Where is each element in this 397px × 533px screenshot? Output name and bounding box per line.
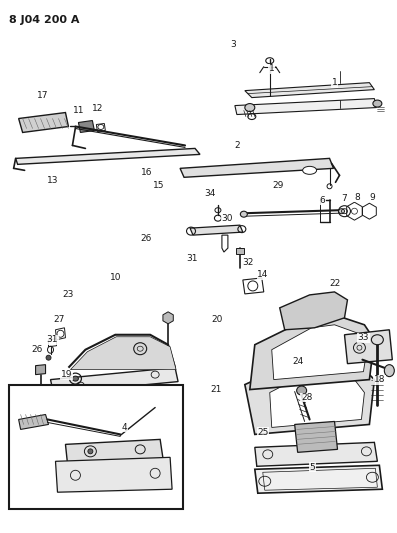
Polygon shape	[19, 112, 68, 133]
Bar	[9, 385, 183, 509]
Polygon shape	[19, 415, 48, 430]
Text: 31: 31	[186, 254, 198, 263]
Ellipse shape	[303, 166, 316, 174]
Text: 32: 32	[242, 257, 254, 266]
Ellipse shape	[72, 376, 79, 381]
Text: 1: 1	[269, 64, 275, 73]
Polygon shape	[70, 337, 176, 370]
Text: 4: 4	[121, 423, 127, 432]
Polygon shape	[180, 158, 333, 177]
Polygon shape	[245, 354, 374, 434]
Text: 16: 16	[141, 168, 153, 177]
Text: 27: 27	[54, 316, 65, 324]
Polygon shape	[66, 439, 163, 463]
Text: 7: 7	[341, 193, 347, 203]
Ellipse shape	[88, 449, 93, 454]
Text: 1: 1	[331, 78, 337, 87]
Text: 13: 13	[47, 176, 58, 185]
Text: 2: 2	[234, 141, 240, 150]
Text: 22: 22	[329, 279, 340, 288]
Polygon shape	[255, 465, 382, 493]
Text: 34: 34	[204, 189, 216, 198]
Polygon shape	[235, 99, 376, 115]
Polygon shape	[56, 457, 172, 492]
Text: 18: 18	[374, 375, 385, 384]
Text: 28: 28	[301, 393, 312, 402]
Text: 25: 25	[257, 428, 268, 437]
Polygon shape	[50, 368, 178, 393]
Ellipse shape	[240, 211, 247, 217]
Text: 6: 6	[320, 196, 326, 205]
Text: 9: 9	[370, 193, 375, 202]
Polygon shape	[250, 315, 374, 390]
Text: 11: 11	[73, 106, 84, 115]
Polygon shape	[272, 325, 367, 379]
Text: 26: 26	[141, 233, 152, 243]
Text: 3: 3	[230, 41, 236, 49]
Polygon shape	[270, 372, 364, 427]
Ellipse shape	[46, 355, 51, 360]
Text: 23: 23	[63, 290, 74, 300]
Polygon shape	[36, 365, 46, 375]
Polygon shape	[236, 248, 244, 254]
Text: 10: 10	[110, 273, 121, 282]
Polygon shape	[245, 83, 374, 98]
Polygon shape	[255, 442, 378, 466]
Ellipse shape	[297, 386, 306, 395]
Polygon shape	[163, 312, 173, 324]
Ellipse shape	[339, 209, 345, 214]
Ellipse shape	[373, 100, 382, 107]
Polygon shape	[190, 225, 243, 235]
Text: 19: 19	[61, 370, 72, 379]
Polygon shape	[295, 422, 337, 453]
Text: 29: 29	[272, 181, 283, 190]
Text: 31: 31	[47, 335, 58, 344]
Polygon shape	[280, 292, 347, 330]
Text: 33: 33	[358, 333, 369, 342]
Text: 24: 24	[292, 357, 303, 366]
Polygon shape	[15, 148, 200, 164]
Ellipse shape	[384, 365, 394, 377]
Polygon shape	[345, 330, 392, 364]
Text: 20: 20	[211, 316, 223, 324]
Ellipse shape	[371, 335, 384, 345]
Text: 8: 8	[355, 193, 360, 202]
Text: 21: 21	[210, 385, 222, 394]
Text: 14: 14	[257, 270, 268, 279]
Text: 30: 30	[221, 214, 233, 223]
Ellipse shape	[245, 103, 255, 111]
Text: 12: 12	[92, 104, 103, 113]
Text: 8 J04 200 A: 8 J04 200 A	[9, 15, 79, 25]
Text: 15: 15	[153, 181, 165, 190]
Text: 26: 26	[31, 345, 42, 354]
Text: 5: 5	[310, 463, 316, 472]
Polygon shape	[79, 120, 94, 133]
Text: 17: 17	[37, 91, 48, 100]
